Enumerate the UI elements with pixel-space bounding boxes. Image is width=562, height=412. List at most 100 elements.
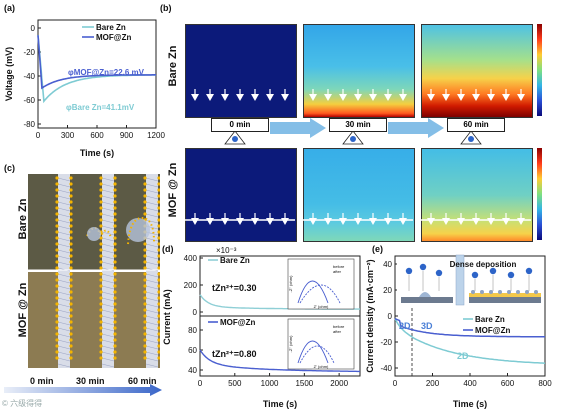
inset-xlabel: Z' (ohm)	[314, 364, 329, 369]
boundary-dot	[55, 248, 59, 252]
boundary-dot	[157, 194, 160, 198]
boundary-dot	[55, 284, 59, 288]
electrode-tip	[339, 94, 347, 101]
boundary-dot	[55, 266, 59, 270]
boundary-dot	[113, 260, 117, 264]
boundary-dot	[99, 218, 103, 222]
boundary-dot	[69, 356, 73, 360]
bottom-frame	[199, 315, 361, 377]
boundary-dot	[143, 176, 147, 180]
boundary-dot	[157, 278, 160, 282]
boundary-dot	[157, 284, 160, 288]
boundary-dot	[143, 296, 147, 300]
boundary-dot	[69, 182, 73, 186]
boundary-dot	[143, 338, 147, 342]
mof-coating	[469, 293, 541, 297]
boundary-dot	[99, 278, 103, 282]
boundary-dot	[69, 194, 73, 198]
boundary-dot	[69, 350, 73, 354]
boundary-dot	[143, 320, 147, 324]
sim-bare-0min	[185, 24, 297, 118]
e-y-tick: 40	[383, 260, 392, 269]
inset-ylabel: -Z'' (ohm)	[288, 275, 293, 293]
mof-potential-annotation: φMOF@Zn=22.6 mV	[68, 68, 145, 77]
boundary-dot	[143, 290, 147, 294]
boundary-dot	[55, 176, 59, 180]
dense-deposit-icon	[516, 290, 520, 294]
boundary-dot	[99, 188, 103, 192]
boundary-dot	[69, 344, 73, 348]
y-tick-label: 0	[31, 24, 36, 33]
boundary-dot	[113, 242, 117, 246]
e-mof-series	[394, 317, 545, 338]
boundary-dot	[99, 242, 103, 246]
bare-electrode	[401, 297, 453, 303]
inset-legend-before: before	[333, 324, 345, 329]
boundary-dot	[157, 200, 160, 204]
bare-potential-annotation: φBare Zn=41.1mV	[66, 103, 135, 112]
time-arrow-icon	[270, 118, 326, 138]
boundary-dot	[55, 350, 59, 354]
boundary-dot	[157, 188, 160, 192]
boundary-dot	[143, 212, 147, 216]
boundary-dot	[99, 350, 103, 354]
x-tick-label: 1200	[147, 131, 165, 140]
boundary-dot	[55, 356, 59, 360]
dendrite-growth	[127, 216, 155, 245]
boundary-dot	[99, 344, 103, 348]
camera-lens-icon	[350, 136, 356, 142]
e-bare-series	[394, 318, 546, 364]
boundary-dot	[157, 344, 160, 348]
zn-ion-icon	[507, 271, 515, 279]
e-x-axis-title: Time (s)	[453, 399, 487, 409]
boundary-dot	[143, 248, 147, 252]
panel-label-d: (d)	[162, 244, 174, 254]
boundary-dot	[113, 212, 117, 216]
boundary-dot	[55, 230, 59, 234]
sim-mof-0min	[185, 148, 297, 242]
boundary-dot	[157, 212, 160, 216]
c-time-30: 30 min	[76, 376, 105, 386]
boundary-dot	[99, 266, 103, 270]
d-x-axis-title: Time (s)	[263, 399, 297, 409]
boundary-dot	[157, 230, 160, 234]
electrode-tip	[487, 218, 495, 225]
separator-film	[102, 174, 114, 368]
electrode-tip	[281, 218, 289, 225]
boundary-dot	[69, 230, 73, 234]
boundary-dot	[113, 278, 117, 282]
label-3d: 3D	[421, 321, 433, 331]
boundary-dot	[143, 266, 147, 270]
d-y-axis-title: Current (mA)	[162, 289, 172, 345]
boundary-dot	[113, 338, 117, 342]
separator-film	[146, 174, 158, 368]
y-tick-bottom: 60	[188, 346, 197, 355]
e-x-tick: 800	[538, 379, 552, 388]
electrode-tip	[266, 218, 274, 225]
electrode-tip	[442, 94, 450, 101]
boundary-dot	[157, 308, 160, 312]
electrode-tip	[309, 94, 317, 101]
e-legend-bare: Bare Zn	[475, 315, 505, 324]
y-tick-label: -80	[23, 120, 35, 129]
boundary-dot	[143, 200, 147, 204]
boundary-dot	[69, 212, 73, 216]
boundary-dot	[157, 326, 160, 330]
mof-electrode	[469, 297, 541, 303]
electrode-tip	[236, 94, 244, 101]
dendrite-icon	[419, 292, 431, 297]
boundary-dot	[157, 218, 160, 222]
y-tick-label: -20	[23, 48, 35, 57]
deposition-schematic	[401, 254, 541, 306]
x-ticks: 0 300 600 900 1200	[36, 125, 165, 140]
boundary-dot	[55, 302, 59, 306]
electrode-tip	[399, 218, 407, 225]
boundary-dot	[55, 320, 59, 324]
boundary-dot	[69, 266, 73, 270]
boundary-dot	[143, 242, 147, 246]
scale-note: ×10⁻³	[216, 246, 237, 255]
boundary-dot	[157, 320, 160, 324]
boundary-dot	[157, 296, 160, 300]
